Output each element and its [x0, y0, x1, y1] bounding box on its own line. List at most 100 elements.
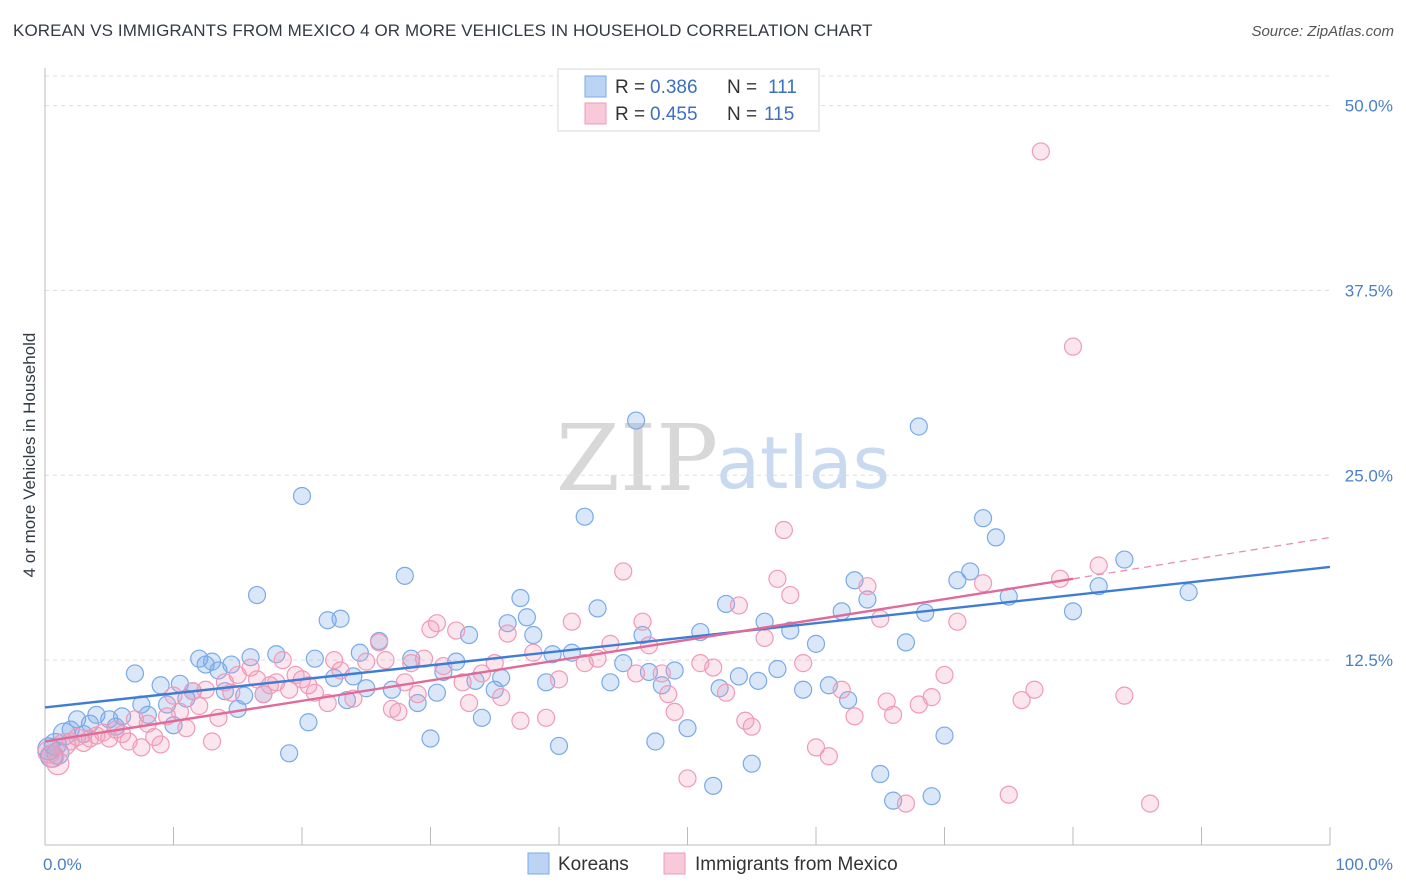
x-tick-label-max: 100.0%: [1335, 855, 1393, 874]
point-immigrants-from-mexico: [177, 719, 196, 738]
point-koreans: [485, 680, 504, 699]
point-immigrants-from-mexico: [729, 596, 749, 615]
bottom-legend-label-koreans: Koreans: [558, 854, 629, 875]
point-koreans: [427, 683, 447, 702]
point-koreans: [125, 664, 145, 683]
y-tick-label: 50.0%: [1345, 97, 1393, 116]
point-koreans: [1115, 550, 1134, 569]
point-koreans: [80, 714, 100, 733]
point-koreans: [678, 719, 697, 738]
point-koreans: [305, 649, 324, 668]
point-koreans: [524, 625, 543, 645]
point-koreans: [961, 562, 980, 581]
point-immigrants-from-mexico: [896, 794, 916, 813]
point-immigrants-from-mexico: [537, 708, 556, 727]
point-immigrants-from-mexico: [806, 738, 826, 757]
point-koreans: [973, 509, 993, 528]
point-koreans: [626, 411, 646, 430]
point-immigrants-from-mexico: [453, 673, 472, 692]
point-immigrants-from-mexico: [170, 702, 190, 722]
legend-swatch-koreans: [584, 75, 607, 98]
point-koreans: [839, 690, 858, 710]
point-immigrants-from-mexico: [614, 562, 633, 581]
point-koreans: [806, 634, 826, 653]
bottom-legend-swatch-koreans: [527, 852, 550, 875]
legend-n-value: 115: [764, 104, 794, 125]
point-koreans: [395, 566, 414, 585]
point-immigrants-from-mexico: [299, 676, 318, 695]
point-immigrants-from-mexico: [1140, 794, 1160, 813]
point-immigrants-from-mexico: [935, 665, 954, 685]
point-koreans: [601, 673, 620, 692]
point-koreans: [646, 732, 665, 751]
point-immigrants-from-mexico: [1031, 142, 1050, 161]
bottom-legend-label-mexico: Immigrants from Mexico: [695, 854, 898, 875]
point-koreans: [511, 588, 530, 608]
y-tick-labels: 12.5% 25.0% 37.5% 50.0%: [1345, 97, 1393, 671]
watermark-zip: ZIP: [556, 405, 718, 512]
legend: R = 0.386 N = 111 R = 0.455 N = 115: [557, 68, 820, 132]
point-koreans: [1089, 577, 1108, 596]
point-koreans: [517, 608, 536, 627]
legend-r-label: R =: [615, 77, 645, 98]
trend-line-koreans: [44, 565, 1331, 709]
legend-swatch-mexico: [584, 102, 607, 125]
point-koreans: [986, 528, 1006, 547]
point-koreans: [749, 671, 768, 690]
point-koreans: [922, 787, 941, 806]
point-immigrants-from-mexico: [254, 685, 273, 704]
point-immigrants-from-mexico: [794, 654, 813, 673]
y-tick-label: 37.5%: [1345, 281, 1393, 300]
point-koreans: [614, 654, 633, 673]
point-koreans: [768, 659, 787, 679]
point-immigrants-from-mexico: [633, 612, 652, 631]
point-koreans: [498, 614, 517, 633]
bottom-legend: Koreans Immigrants from Mexico: [527, 852, 898, 875]
gridlines: [45, 75, 1330, 661]
point-immigrants-from-mexico: [1089, 556, 1108, 575]
point-immigrants-from-mexico: [1115, 686, 1134, 705]
y-tick-label: 12.5%: [1345, 651, 1393, 670]
point-immigrants-from-mexico: [755, 628, 774, 648]
point-koreans: [280, 744, 299, 763]
point-immigrants-from-mexico: [151, 735, 170, 754]
legend-r-label: R =: [615, 104, 645, 125]
point-immigrants-from-mexico: [819, 747, 838, 766]
point-koreans: [202, 652, 222, 671]
point-immigrants-from-mexico: [325, 651, 344, 670]
point-immigrants-from-mexico: [781, 585, 800, 605]
point-immigrants-from-mexico: [832, 680, 851, 699]
point-immigrants-from-mexico: [768, 569, 787, 588]
point-immigrants-from-mexico: [132, 738, 151, 757]
point-koreans: [299, 713, 318, 732]
point-immigrants-from-mexico: [678, 769, 697, 788]
trend-line-mexico-extension: [1072, 536, 1331, 580]
watermark-atlas: atlas: [716, 421, 890, 505]
point-immigrants-from-mexico: [845, 707, 864, 726]
trend-line-mexico: [44, 577, 1074, 743]
point-immigrants-from-mexico: [973, 574, 993, 593]
point-immigrants-from-mexico: [665, 702, 684, 722]
point-immigrants-from-mexico: [659, 685, 678, 704]
point-immigrants-from-mexico: [318, 693, 337, 713]
point-immigrants-from-mexico: [209, 708, 228, 727]
point-koreans: [222, 655, 241, 674]
source-label: Source: ZipAtlas.com: [1251, 23, 1394, 40]
point-immigrants-from-mexico: [370, 633, 389, 652]
bottom-legend-swatch-mexico: [663, 852, 686, 875]
x-tick-label-min: 0.0%: [43, 855, 82, 874]
point-immigrants-from-mexico: [858, 577, 877, 596]
point-immigrants-from-mexico: [427, 614, 447, 633]
point-koreans: [331, 609, 350, 628]
point-immigrants-from-mexico: [1025, 680, 1044, 699]
series-immigrants-from-mexico: [37, 142, 1160, 813]
point-immigrants-from-mexico: [716, 683, 736, 702]
point-koreans: [742, 754, 761, 773]
point-immigrants-from-mexico: [164, 686, 183, 705]
point-koreans: [472, 708, 491, 727]
point-immigrants-from-mexico: [742, 717, 761, 736]
point-koreans: [909, 417, 928, 436]
point-immigrants-from-mexico: [202, 732, 222, 751]
legend-n-value: 111: [768, 77, 797, 98]
